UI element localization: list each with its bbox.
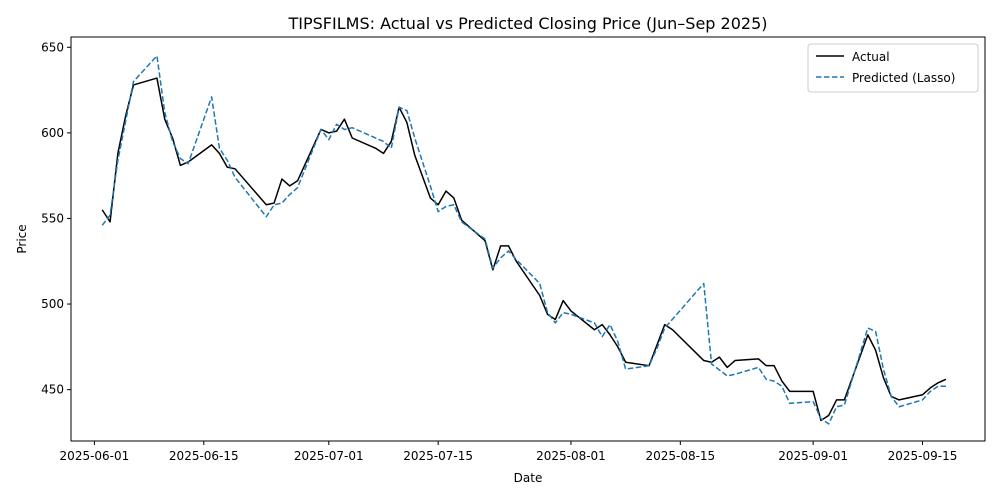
x-axis-title: Date (514, 471, 543, 485)
chart-title: TIPSFILMS: Actual vs Predicted Closing P… (288, 14, 768, 33)
legend: Actual Predicted (Lasso) (807, 43, 979, 93)
y-tick-label: 600 (41, 126, 64, 140)
legend-box (807, 43, 979, 93)
x-tick-label: 2025-09-01 (778, 449, 848, 463)
y-axis: 450 500 550 600 650 (41, 40, 71, 397)
y-tick-label: 650 (41, 40, 64, 54)
plot-area (101, 55, 947, 425)
series-line-predicted (101, 55, 946, 425)
y-axis-title: Price (15, 224, 29, 253)
y-tick-label: 500 (41, 297, 64, 311)
series-line-actual (101, 77, 947, 422)
y-tick-label: 550 (41, 211, 64, 225)
x-axis: 2025-06-01 2025-06-15 2025-07-01 2025-07-15… (60, 441, 958, 463)
x-tick-label: 2025-06-15 (169, 449, 239, 463)
x-tick-label: 2025-08-01 (536, 449, 606, 463)
legend-label-actual: Actual (852, 50, 890, 64)
y-tick-label: 450 (41, 383, 64, 397)
legend-label-predicted: Predicted (Lasso) (852, 71, 955, 85)
x-tick-label: 2025-08-15 (645, 449, 715, 463)
plot-frame (70, 36, 986, 442)
x-tick-label: 2025-07-01 (294, 449, 364, 463)
x-tick-label: 2025-06-01 (60, 449, 130, 463)
x-tick-label: 2025-07-15 (403, 449, 473, 463)
x-tick-label: 2025-09-15 (888, 449, 958, 463)
